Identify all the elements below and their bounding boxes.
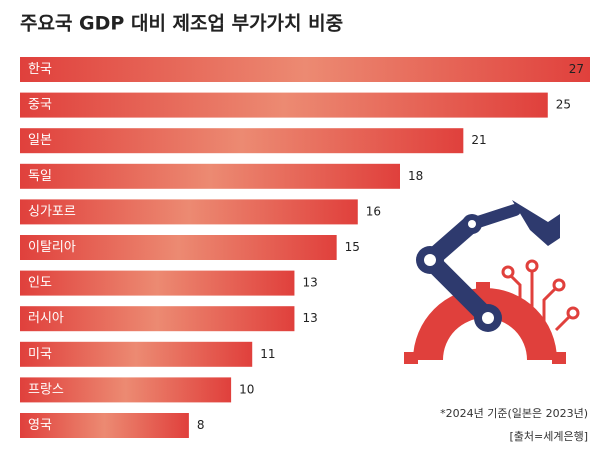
category-label: 중국 [28,98,52,113]
category-label: 영국 [28,418,52,433]
category-label: 독일 [28,169,52,184]
source: [출처=세계은행] [509,430,588,443]
bar [20,306,295,332]
value-label: 13 [302,311,317,325]
category-label: 이탈리아 [28,240,76,255]
category-label: 인도 [28,276,52,291]
bar [20,270,295,296]
bar [20,413,189,438]
value-label: 13 [302,276,317,290]
chart-title: 주요국 GDP 대비 제조업 부가가치 비중 [20,13,343,35]
bar [20,235,337,260]
value-label: 11 [260,347,275,361]
value-label: 27 [569,62,584,76]
value-label: 10 [239,382,254,396]
bar [20,92,548,118]
value-label: 8 [197,418,205,432]
value-label: 18 [408,169,423,183]
value-label: 21 [471,133,486,147]
value-label: 16 [366,204,381,218]
bar [20,199,358,225]
bar [20,128,464,154]
category-label: 프랑스 [28,382,64,397]
bar [20,163,400,189]
bar [20,341,253,367]
category-label: 러시아 [28,311,64,326]
category-label: 일본 [28,133,52,148]
note: *2024년 기준(일본은 2023년) [440,406,588,420]
bar [20,57,590,82]
category-label: 미국 [28,347,52,362]
value-label: 25 [556,98,571,112]
robot-illustration [404,200,580,364]
value-label: 15 [345,240,360,254]
bar [20,377,232,403]
category-label: 한국 [28,62,52,77]
category-label: 싱가포르 [28,204,76,219]
